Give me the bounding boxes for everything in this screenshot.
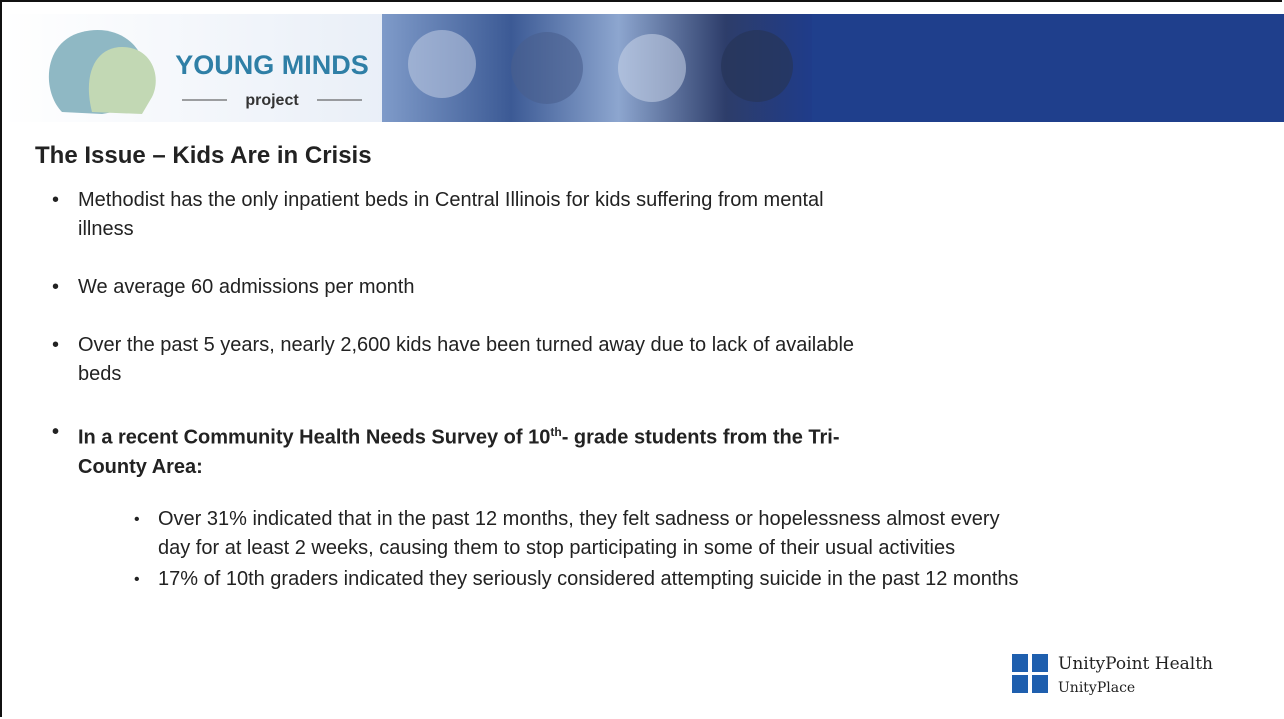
face <box>721 30 793 102</box>
face <box>408 30 476 98</box>
logo-square <box>1012 675 1028 693</box>
bullet: We average 60 admissions per month <box>78 273 868 302</box>
head-icon <box>89 47 156 114</box>
blue-bar <box>812 14 1284 122</box>
face <box>511 32 583 104</box>
banner: YOUNG MINDS project <box>2 2 1284 124</box>
bullet-list: Methodist has the only inpatient beds in… <box>78 186 868 511</box>
slide-title: The Issue – Kids Are in Crisis <box>35 142 372 170</box>
bullet-text: In a recent Community Health Needs Surve… <box>78 427 550 449</box>
logo-square <box>1012 654 1028 672</box>
unitypoint-logo: UnityPoint Health UnityPlace <box>1010 652 1280 702</box>
logo-title: YOUNG MINDS <box>175 50 369 80</box>
bullet: Methodist has the only inpatient beds in… <box>78 186 868 244</box>
slide: YOUNG MINDS project The Issue – Kids Are… <box>0 0 1284 719</box>
bullet: In a recent Community Health Needs Surve… <box>78 418 868 482</box>
logo-square <box>1032 675 1048 693</box>
superscript: th <box>550 425 561 439</box>
sub-bullet: Over 31% indicated that in the past 12 m… <box>158 505 1028 563</box>
sub-bullet: 17% of 10th graders indicated they serio… <box>158 565 1028 594</box>
sub-bullet-list: Over 31% indicated that in the past 12 m… <box>158 505 1028 596</box>
bullet: Over the past 5 years, nearly 2,600 kids… <box>78 331 868 389</box>
brand: UnityPoint Health <box>1058 654 1213 674</box>
sub-brand: UnityPlace <box>1058 680 1135 696</box>
logo-square <box>1032 654 1048 672</box>
logo-subtitle: project <box>245 92 299 109</box>
face <box>618 34 686 102</box>
